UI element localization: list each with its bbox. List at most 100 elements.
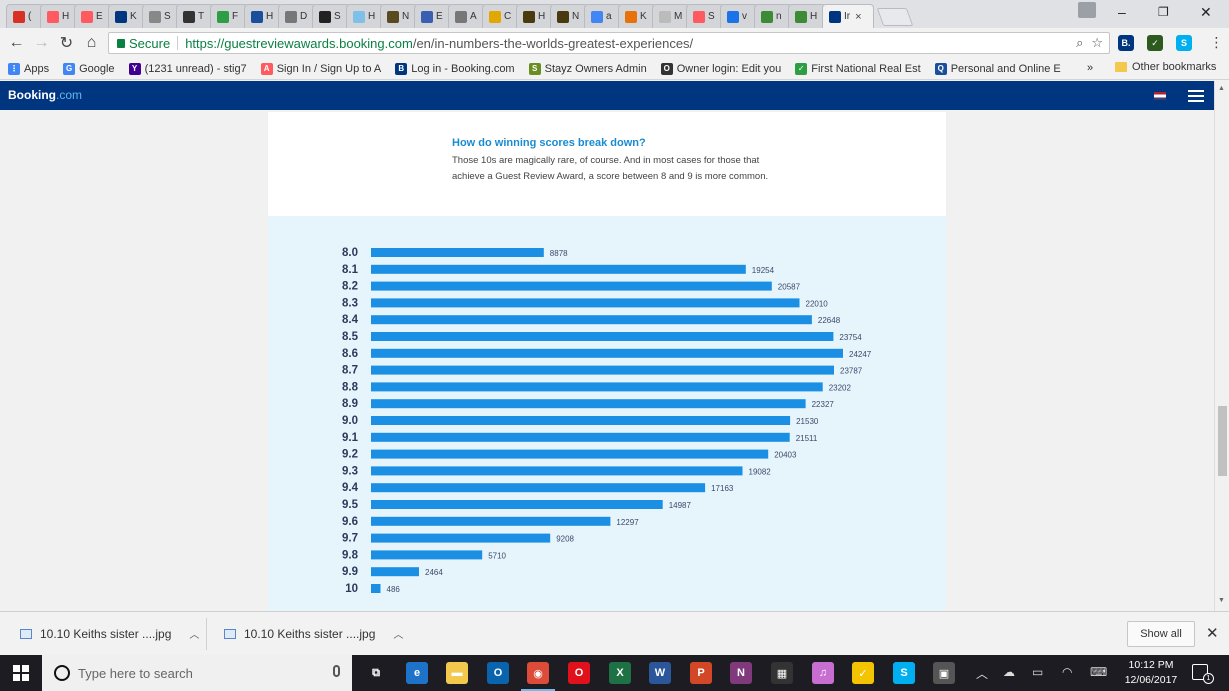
browser-tab[interactable]: C — [482, 4, 520, 28]
taskbar-search-box[interactable]: Type here to search — [42, 655, 352, 691]
browser-tab[interactable]: ( — [6, 4, 44, 28]
opera-icon[interactable]: O — [568, 662, 590, 684]
bookmarks-overflow-button[interactable]: » — [1087, 62, 1094, 74]
onedrive-cloud-icon[interactable]: ☁ — [1003, 665, 1015, 679]
bar — [371, 332, 834, 341]
browser-tab[interactable]: H — [244, 4, 282, 28]
browser-tab[interactable]: n — [754, 4, 792, 28]
bookmark-item[interactable]: ⋮ Apps — [8, 62, 49, 75]
show-all-button[interactable]: Show all — [1127, 621, 1195, 647]
browser-tab[interactable]: H — [40, 4, 78, 28]
bookmark-item[interactable]: A Sign In / Sign Up to A — [260, 62, 381, 75]
secure-indicator[interactable]: Secure — [109, 36, 170, 51]
category-label: 8.9 — [342, 398, 358, 410]
word-icon[interactable]: W — [649, 662, 671, 684]
excel-icon[interactable]: X — [609, 662, 631, 684]
browser-tab[interactable]: E — [414, 4, 452, 28]
address-bar[interactable]: Secure https://guestreviewawards.booking… — [108, 32, 1110, 54]
browser-tab[interactable]: N — [380, 4, 418, 28]
close-downloads-icon[interactable]: ✕ — [1206, 625, 1219, 642]
wifi-icon[interactable]: ◠ — [1062, 665, 1073, 679]
airbnb-icon — [47, 10, 59, 23]
browser-tab[interactable]: S — [312, 4, 350, 28]
reload-icon[interactable]: ↻ — [59, 35, 74, 52]
browser-tab[interactable]: S — [686, 4, 724, 28]
zoom-icon[interactable]: ⌕ — [1076, 35, 1084, 50]
bookmark-item[interactable]: ✓ First National Real Est — [795, 62, 921, 75]
system-clock[interactable]: 10:12 PM 12/06/2017 — [1118, 658, 1184, 688]
checklist-extension-icon[interactable]: ✓ — [1147, 35, 1163, 51]
download-item[interactable]: 10.10 Keiths sister ....jpg ︿ — [224, 626, 403, 641]
chevron-up-icon[interactable]: ︿ — [393, 630, 404, 641]
vertical-scrollbar[interactable]: ▲ ▼ — [1214, 81, 1229, 611]
norton-icon[interactable]: ✓ — [852, 662, 874, 684]
browser-tab[interactable]: F — [210, 4, 248, 28]
bookmark-star-icon[interactable]: ☆ — [1091, 35, 1103, 50]
browser-tab[interactable]: E — [74, 4, 112, 28]
scroll-up-arrow-icon[interactable]: ▲ — [1218, 85, 1225, 92]
edge-icon[interactable]: e — [406, 662, 428, 684]
restore-button[interactable]: ❐ — [1158, 5, 1169, 19]
browser-tab[interactable]: a — [584, 4, 622, 28]
windows-start-icon[interactable] — [13, 665, 29, 681]
booking-logo[interactable]: Booking.com — [8, 88, 82, 102]
show-hidden-icons-chevron-icon[interactable]: ︿ — [976, 667, 989, 681]
scroll-down-arrow-icon[interactable]: ▼ — [1218, 597, 1225, 604]
home-icon[interactable]: ⌂ — [86, 34, 97, 51]
us-flag-icon[interactable] — [1154, 92, 1166, 100]
browser-tab[interactable]: N — [550, 4, 588, 28]
browser-tab[interactable]: K — [618, 4, 656, 28]
new-tab-button[interactable] — [876, 8, 914, 26]
task-view-icon[interactable]: ⧉ — [365, 662, 387, 684]
battery-icon[interactable]: ▭ — [1032, 665, 1044, 679]
browser-tab[interactable]: H — [516, 4, 554, 28]
menu-dots-icon[interactable]: ⋮ — [1209, 34, 1224, 50]
onenote-icon[interactable]: N — [730, 662, 752, 684]
chevron-up-icon[interactable]: ︿ — [189, 630, 200, 641]
close-tab-icon[interactable]: × — [855, 10, 862, 23]
bookmark-item[interactable]: B Log in - Booking.com — [395, 62, 515, 75]
bookmark-item[interactable]: Y (1231 unread) - stig7 — [128, 62, 247, 75]
bar — [371, 399, 806, 409]
bookmark-item[interactable]: S Stayz Owners Admin — [528, 62, 647, 75]
file-explorer-icon[interactable]: ▬ — [446, 662, 468, 684]
other-bookmarks-button[interactable]: Other bookmarks — [1115, 61, 1216, 73]
keyboard-icon[interactable]: ⌨ — [1090, 665, 1108, 679]
browser-tab[interactable]: H — [346, 4, 384, 28]
browser-tab[interactable]: T — [176, 4, 214, 28]
store-icon[interactable]: ▦ — [771, 662, 793, 684]
profile-icon[interactable] — [1078, 2, 1096, 18]
browser-toolbar: ← → ↻ ⌂ Secure https://guestreviewawards… — [0, 28, 1229, 58]
url-path: /en/in-numbers-the-worlds-greatest-exper… — [412, 35, 694, 51]
scroll-thumb[interactable] — [1218, 406, 1227, 476]
forward-arrow-icon[interactable]: → — [33, 34, 50, 51]
close-window-button[interactable]: ✕ — [1200, 4, 1212, 20]
browser-tab[interactable]: K — [108, 4, 146, 28]
powerpoint-icon[interactable]: P — [690, 662, 712, 684]
browser-tab[interactable]: M — [652, 4, 690, 28]
bookmark-item[interactable]: O Owner login: Edit you — [660, 62, 781, 75]
browser-tab-active[interactable]: Ir × — [822, 4, 874, 28]
browser-tab[interactable]: D — [278, 4, 316, 28]
browser-tab[interactable]: H — [788, 4, 826, 28]
hamburger-menu-icon[interactable] — [1188, 90, 1204, 102]
bookmark-item[interactable]: Q Personal and Online E — [934, 62, 1061, 75]
skype-icon[interactable]: S — [893, 662, 915, 684]
minimize-button[interactable]: – — [1118, 4, 1126, 20]
back-arrow-icon[interactable]: ← — [8, 34, 25, 51]
browser-tab[interactable]: v — [720, 4, 758, 28]
chrome-icon[interactable]: ◉ — [521, 662, 555, 691]
action-center-icon[interactable] — [1192, 664, 1208, 680]
photos-icon[interactable]: ▣ — [933, 662, 955, 684]
outlook-icon[interactable]: O — [487, 662, 509, 684]
microphone-icon[interactable] — [333, 665, 340, 677]
booking-extension-icon[interactable]: B. — [1118, 35, 1134, 51]
download-item[interactable]: 10.10 Keiths sister ....jpg ︿ — [20, 626, 199, 641]
itunes-icon[interactable]: ♫ — [812, 662, 834, 684]
skype-extension-icon[interactable]: S — [1176, 35, 1192, 51]
bookmark-item[interactable]: G Google — [63, 62, 115, 75]
browser-tab[interactable]: S — [142, 4, 180, 28]
browser-tab[interactable]: A — [448, 4, 486, 28]
url-text[interactable]: https://guestreviewawards.booking.com/en… — [185, 36, 693, 51]
cortana-icon[interactable] — [54, 665, 70, 681]
